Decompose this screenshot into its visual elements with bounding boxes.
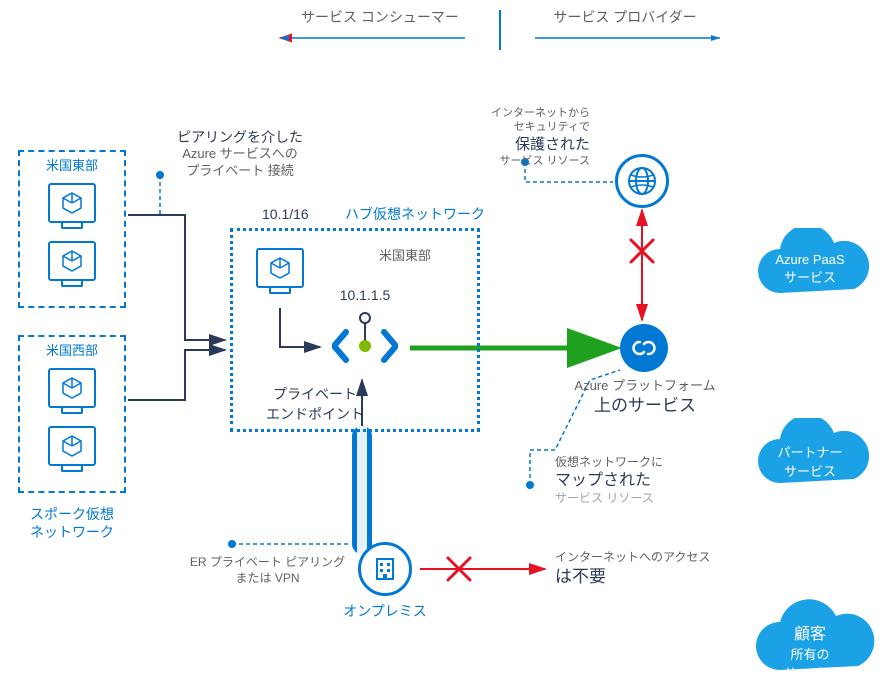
hub-vm-icon [256,248,304,288]
mapped-label: 仮想ネットワークに マップされた サービス リソース [555,455,705,507]
vm-monitor-icon [48,241,96,281]
cloud-cust-l2: 所有の [790,647,829,662]
er-l1: ER プライベート ピアリング [185,555,350,571]
spoke-east-label: 米国東部 [20,158,124,175]
map-l2: マップされた [555,471,705,492]
hub-title: ハブ仮想ネットワーク [340,205,490,223]
endpoint-l2: エンドポイント [250,405,380,423]
cloud-partner-l1: パートナー [777,445,842,460]
er-vpn-label: ER プライベート ピアリング または VPN [185,555,350,586]
vm-monitor-icon [48,183,96,223]
spoke-east-box: 米国東部 [18,150,126,308]
prot-l3: 保護された [470,135,590,155]
peering-l3: プライベート 接続 [140,163,340,180]
onprem-label: オンプレミス [330,602,440,620]
cloud-partner-l2: サービス [784,464,836,479]
spoke-footer-label: スポーク仮想 ネットワーク [18,505,126,541]
cloud-cust-l1: 顧客 [794,626,826,643]
map-l3: サービス リソース [555,491,705,507]
spoke-west-label: 米国西部 [20,343,124,360]
map-l1: 仮想ネットワークに [555,455,705,471]
header-provider: サービス プロバイダー [530,8,720,26]
prot-l4: サービス リソース [470,154,590,168]
protected-label: インターネットから セキュリティで 保護された サービス リソース [470,106,590,168]
hub-ip: 10.1.1.5 [320,286,410,304]
internet-access-label: インターネットへのアクセス は不要 [555,550,735,588]
vm-monitor-icon [48,426,96,466]
plat-l1: Azure プラットフォーム [570,378,720,395]
ia-l2: は不要 [555,566,735,588]
hub-cidr: 10.1/16 [262,205,309,223]
cloud-paas: Azure PaaS サービス [745,228,875,308]
cloud-paas-l1: Azure PaaS [775,252,844,267]
endpoint-l1: プライベート [250,385,380,403]
private-endpoint-icon [332,310,398,370]
header-consumer: サービス コンシューマー [290,8,470,26]
globe-icon [615,154,669,208]
peering-l1: ピアリングを介した [140,128,340,146]
vm-monitor-icon [48,368,96,408]
er-l2: または VPN [185,571,350,587]
ia-l1: インターネットへのアクセス [555,550,735,566]
hub-region: 米国東部 [340,248,470,265]
cloud-customer: 顧客所有のサービス [745,598,875,688]
spoke-west-box: 米国西部 [18,335,126,493]
peering-l2: Azure サービスへの [140,146,340,163]
cloud-partner: パートナーサービス [745,418,875,498]
prot-l2: セキュリティで [470,120,590,134]
platform-service-icon [620,324,668,372]
peering-label: ピアリングを介した Azure サービスへの プライベート 接続 [140,128,340,180]
onprem-icon [358,542,412,596]
prot-l1: インターネットから [470,106,590,120]
cloud-cust-l3: サービス [784,666,836,681]
platform-label: Azure プラットフォーム 上のサービス [570,378,720,417]
plat-l2: 上のサービス [570,395,720,417]
cloud-paas-l2: サービス [784,270,836,285]
